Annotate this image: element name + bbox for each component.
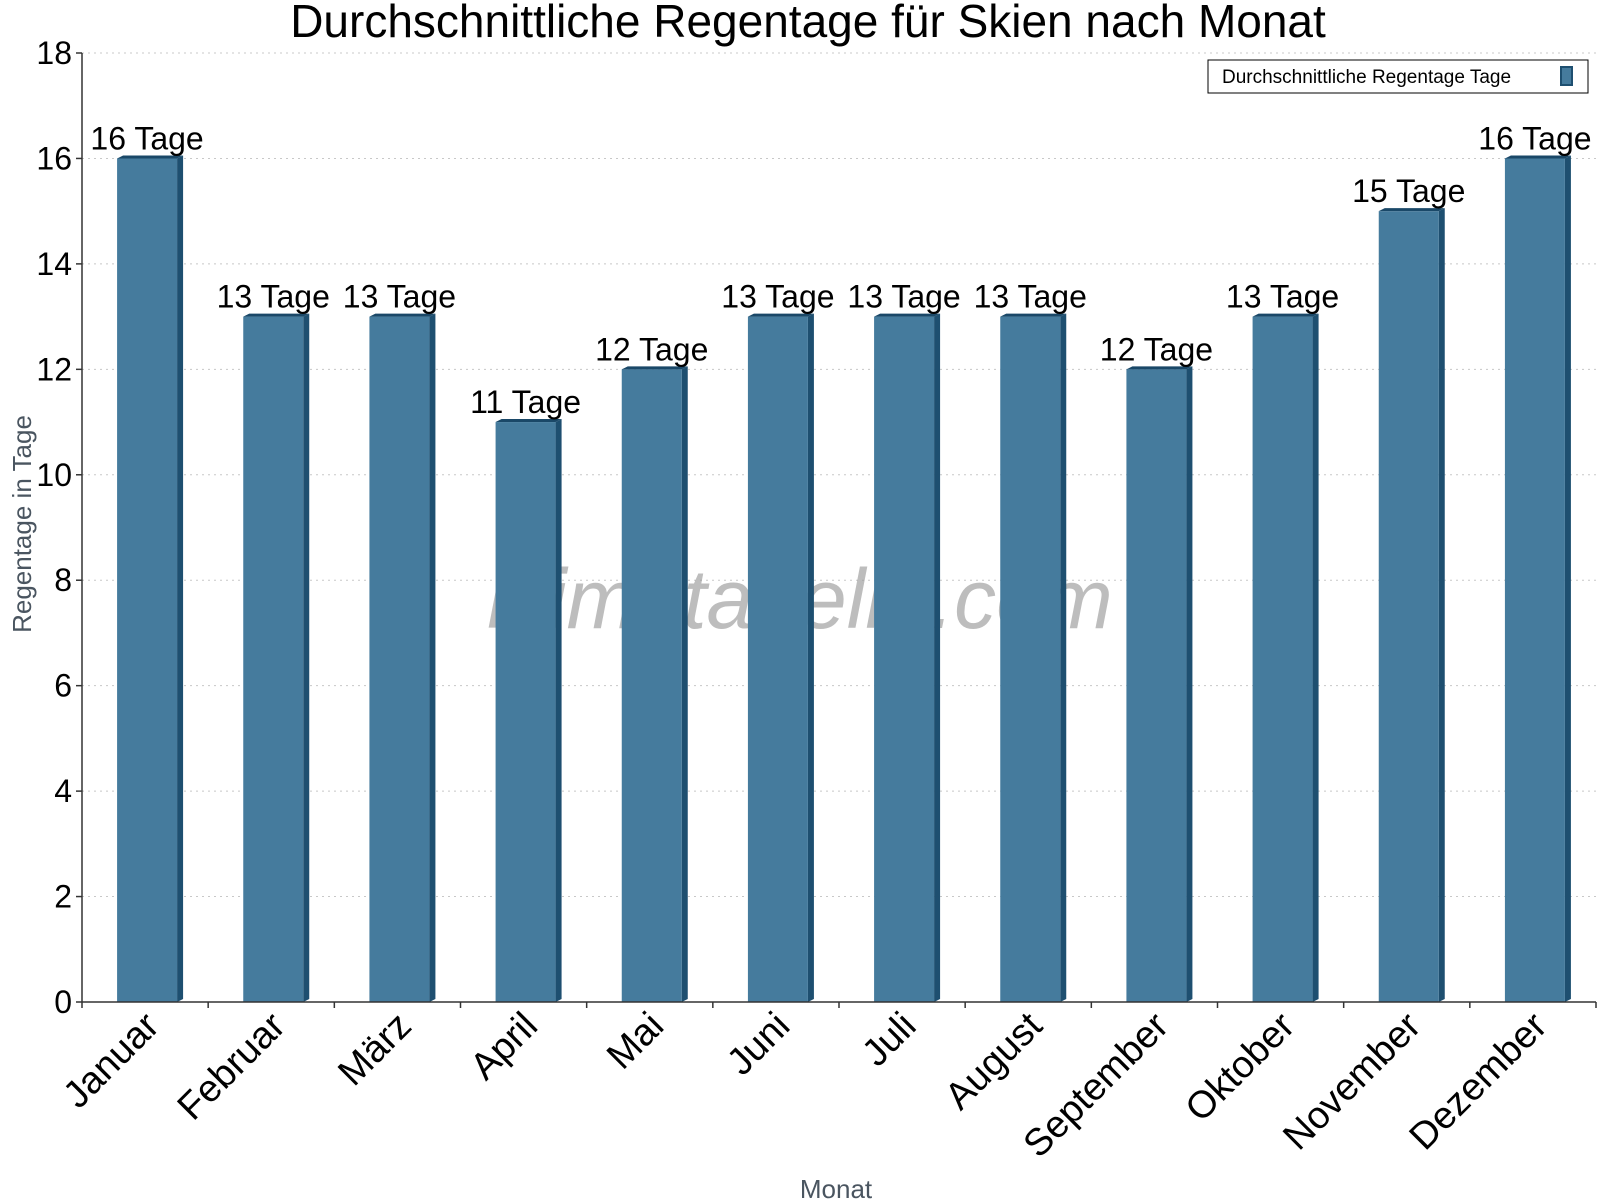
- bar-side-3: [555, 419, 562, 1002]
- bar-top-5: [747, 313, 814, 317]
- data-label-7: 13 Tage: [974, 279, 1087, 315]
- bar-face-11: [1504, 158, 1565, 1002]
- bar-4: [621, 366, 688, 1002]
- y-axis-title: Regentage in Tage: [7, 415, 37, 633]
- axes: [81, 53, 1597, 1008]
- bar-top-10: [1378, 208, 1445, 212]
- data-label-4: 12 Tage: [595, 331, 708, 367]
- bar-face-0: [117, 158, 178, 1002]
- data-labels: 16 Tage 13 Tage 13 Tage 11 Tage 12 Tage 13 Ta…: [90, 120, 1591, 420]
- bar-top-9: [1252, 313, 1319, 317]
- bar-face-9: [1252, 316, 1313, 1003]
- data-label-0: 16 Tage: [90, 120, 203, 156]
- bar-7: [1000, 313, 1067, 1003]
- bar-side-0: [177, 155, 184, 1002]
- bar-top-6: [874, 313, 941, 317]
- bar-top-2: [369, 313, 436, 317]
- bar-side-10: [1438, 208, 1445, 1002]
- x-category-label-3: April: [462, 1005, 545, 1088]
- bar-5: [747, 313, 814, 1003]
- data-label-8: 12 Tage: [1100, 331, 1213, 367]
- bar-top-4: [621, 366, 688, 370]
- legend-swatch: [1560, 66, 1573, 86]
- bar-face-5: [747, 316, 808, 1003]
- x-category-label-10: November: [1275, 1004, 1429, 1158]
- bar-11: [1504, 155, 1571, 1002]
- bar-0: [117, 155, 184, 1002]
- bar-side-9: [1312, 313, 1319, 1003]
- y-tick-label-4: 8: [54, 562, 72, 598]
- bar-side-1: [303, 313, 310, 1003]
- x-category-label-2: März: [330, 1005, 419, 1094]
- y-tick-label-7: 14: [36, 246, 72, 282]
- bar-face-6: [874, 316, 935, 1003]
- y-tick-label-3: 6: [54, 668, 72, 704]
- bar-side-7: [1060, 313, 1067, 1003]
- x-category-label-1: Februar: [170, 1004, 294, 1128]
- data-label-6: 13 Tage: [847, 279, 960, 315]
- bar-8: [1126, 366, 1193, 1002]
- y-tick-label-9: 18: [36, 35, 72, 71]
- bar-face-3: [495, 422, 556, 1002]
- bar-top-7: [1000, 313, 1067, 317]
- x-category-label-9: Oktober: [1178, 1004, 1304, 1130]
- data-label-11: 16 Tage: [1478, 120, 1591, 156]
- bar-side-11: [1564, 155, 1571, 1002]
- bar-side-8: [1186, 366, 1193, 1002]
- bar-top-3: [495, 419, 562, 423]
- x-category-label-5: Juni: [719, 1005, 798, 1084]
- y-tick-label-2: 4: [54, 773, 72, 809]
- data-label-1: 13 Tage: [217, 279, 330, 315]
- y-tick-label-0: 0: [54, 984, 72, 1020]
- legend-label: Durchschnittliche Regentage Tage: [1222, 67, 1511, 88]
- bar-top-0: [117, 155, 184, 159]
- bar-face-4: [621, 369, 682, 1002]
- x-category-label-4: Mai: [599, 1005, 672, 1078]
- bars-group: [117, 155, 1571, 1003]
- y-axis-ticks: 0 2 4 6 8 10 12 14 16 18: [36, 35, 82, 1020]
- data-label-5: 13 Tage: [721, 279, 834, 315]
- grid-lines: [82, 52, 1596, 1003]
- chart-title: Durchschnittliche Regentage für Skien na…: [290, 0, 1326, 47]
- bar-face-8: [1126, 369, 1187, 1002]
- data-label-10: 15 Tage: [1352, 173, 1465, 209]
- legend-box: [1207, 59, 1589, 94]
- bar-face-7: [1000, 316, 1061, 1003]
- bar-9: [1252, 313, 1319, 1003]
- bar-side-4: [681, 366, 688, 1002]
- bar-side-5: [807, 313, 814, 1003]
- x-category-label-7: August: [937, 1004, 1051, 1118]
- y-tick-label-6: 12: [36, 351, 72, 387]
- data-label-3: 11 Tage: [470, 384, 581, 420]
- bar-2: [369, 313, 436, 1003]
- bar-face-10: [1378, 211, 1439, 1002]
- bar-top-1: [243, 313, 310, 317]
- bar-3: [495, 419, 562, 1002]
- y-tick-label-8: 16: [36, 140, 72, 176]
- data-label-2: 13 Tage: [343, 279, 456, 315]
- x-category-label-0: Januar: [56, 1004, 168, 1116]
- data-label-9: 13 Tage: [1226, 279, 1339, 315]
- bar-1: [243, 313, 310, 1003]
- bar-6: [874, 313, 941, 1003]
- legend: Durchschnittliche Regentage Tage: [1207, 59, 1589, 94]
- bar-side-6: [934, 313, 941, 1003]
- bar-top-8: [1126, 366, 1193, 370]
- bar-side-2: [429, 313, 436, 1003]
- x-category-label-11: Dezember: [1402, 1004, 1556, 1158]
- y-tick-label-1: 2: [54, 879, 72, 915]
- bar-face-2: [369, 316, 430, 1003]
- bar-top-11: [1504, 155, 1571, 159]
- bar-10: [1378, 208, 1445, 1002]
- bar-face-1: [243, 316, 304, 1003]
- x-axis-categories: Januar Februar März April Mai Juni Juli AugustS…: [56, 1004, 1556, 1165]
- y-tick-label-5: 10: [36, 457, 72, 493]
- x-axis-title: Monat: [800, 1174, 873, 1200]
- x-category-label-6: Juli: [854, 1005, 924, 1075]
